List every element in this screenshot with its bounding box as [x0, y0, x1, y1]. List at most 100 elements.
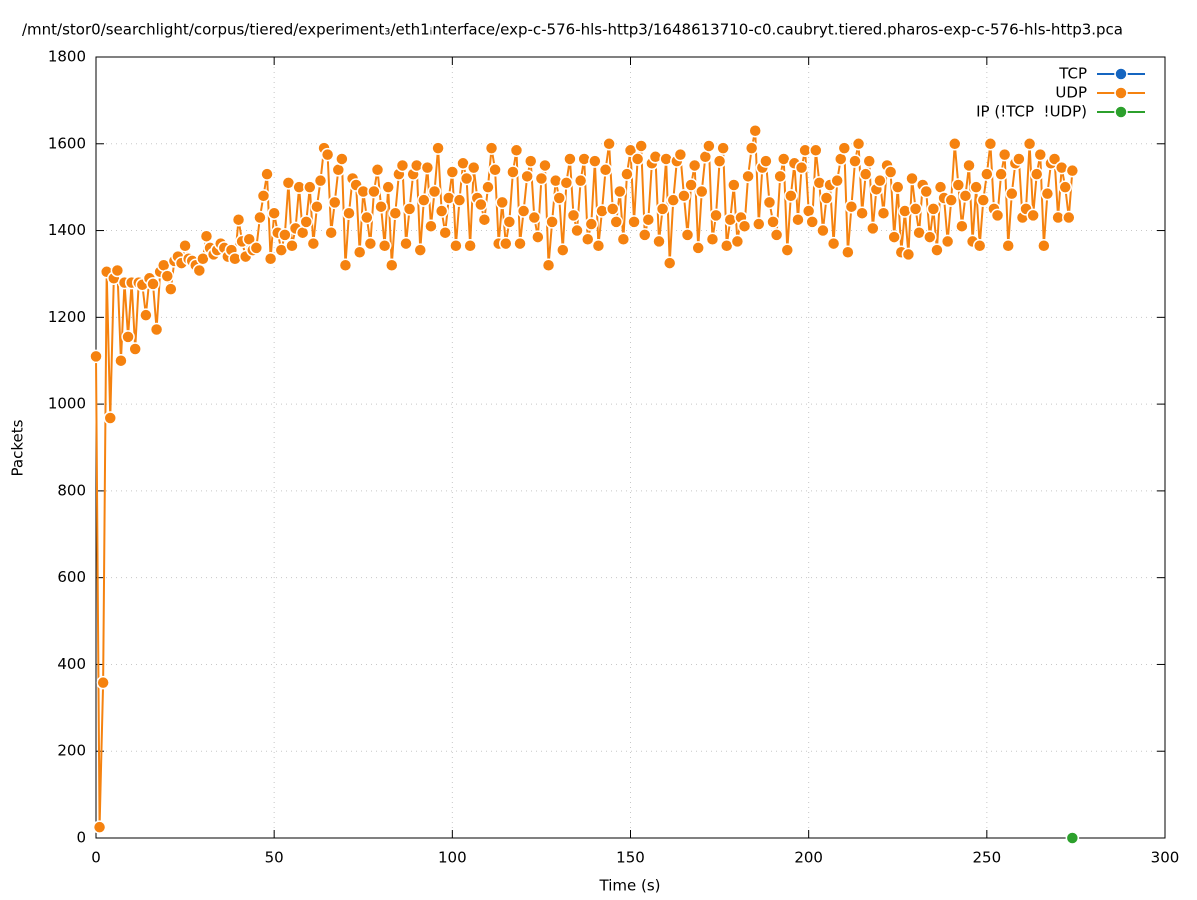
data-point — [409, 158, 424, 173]
data-point — [812, 176, 827, 190]
data-point — [816, 223, 830, 238]
data-point — [253, 210, 267, 225]
data-point — [370, 163, 385, 177]
data-point — [780, 243, 795, 257]
data-point — [655, 202, 670, 216]
data-point — [417, 193, 431, 207]
data-point — [784, 189, 798, 203]
data-point — [891, 180, 905, 194]
data-point — [737, 219, 752, 233]
data-point — [930, 243, 944, 257]
chart-title: /mnt/stor0/searchlight/corpus/tiered/exp… — [22, 21, 1123, 39]
data-point — [249, 241, 264, 255]
data-point — [595, 204, 609, 218]
data-point — [516, 204, 531, 218]
data-point — [858, 167, 873, 181]
x-tick-label: 100 — [438, 849, 467, 867]
data-point — [285, 238, 299, 253]
data-point — [267, 206, 281, 220]
data-point — [709, 208, 723, 223]
data-point — [997, 147, 1012, 162]
data-point — [420, 160, 435, 175]
x-tick-label: 300 — [1151, 849, 1180, 867]
data-point — [149, 322, 164, 337]
data-point — [164, 282, 178, 296]
data-point — [759, 154, 773, 168]
data-point — [495, 195, 509, 210]
data-point — [609, 215, 623, 229]
data-point — [826, 236, 841, 251]
data-point — [1001, 238, 1015, 253]
data-point — [883, 165, 898, 179]
legend-marker — [1114, 67, 1128, 81]
data-point — [1047, 152, 1062, 166]
data-point — [819, 191, 834, 205]
y-axis-label: Packets — [9, 419, 27, 476]
data-point — [499, 236, 513, 251]
data-point — [1022, 137, 1037, 151]
legend-marker — [1114, 105, 1128, 119]
data-point — [527, 210, 542, 225]
data-point — [570, 223, 584, 238]
data-point — [638, 228, 652, 242]
data-point — [1062, 210, 1076, 225]
data-point — [641, 212, 656, 227]
data-point — [367, 184, 381, 199]
data-point — [851, 137, 866, 151]
data-point — [598, 163, 613, 177]
data-point — [940, 234, 955, 249]
data-point — [531, 230, 545, 244]
data-point — [662, 256, 677, 270]
y-tick-label: 400 — [57, 655, 86, 673]
data-point — [402, 202, 417, 216]
data-point — [192, 263, 207, 278]
data-point — [566, 208, 581, 223]
data-point — [424, 219, 438, 233]
legend-label: UDP — [1055, 84, 1087, 102]
data-point — [449, 238, 463, 253]
data-point — [438, 225, 452, 240]
data-point — [630, 152, 645, 166]
data-point — [791, 212, 805, 227]
data-point — [377, 238, 392, 253]
data-point — [620, 167, 634, 181]
data-point — [92, 820, 107, 834]
data-point — [702, 139, 716, 153]
data-point — [445, 165, 460, 179]
data-point — [128, 342, 142, 356]
data-point — [602, 137, 616, 151]
data-point — [541, 258, 556, 273]
y-tick-label: 0 — [76, 829, 86, 847]
data-point — [577, 152, 591, 166]
data-point — [413, 243, 428, 257]
data-point — [908, 202, 923, 216]
data-point — [752, 217, 766, 231]
data-point — [972, 238, 987, 253]
data-point — [474, 197, 488, 212]
data-point — [695, 184, 709, 199]
data-point — [395, 158, 410, 173]
data-point — [613, 184, 627, 199]
data-point — [1065, 163, 1080, 178]
data-point — [983, 137, 998, 151]
data-point — [830, 173, 844, 188]
data-point — [110, 263, 125, 278]
data-point — [727, 178, 741, 192]
data-point — [748, 124, 762, 138]
data-point — [260, 167, 274, 181]
data-point — [591, 238, 606, 253]
data-point — [96, 675, 110, 690]
data-point — [955, 219, 969, 233]
data-point — [659, 152, 673, 166]
data-point — [228, 252, 242, 266]
data-point — [691, 241, 705, 255]
data-point — [103, 411, 118, 425]
data-point — [976, 193, 991, 207]
data-point — [573, 173, 588, 188]
data-point — [335, 152, 349, 166]
data-point — [680, 228, 695, 242]
data-point — [951, 178, 966, 192]
data-point — [962, 158, 976, 173]
